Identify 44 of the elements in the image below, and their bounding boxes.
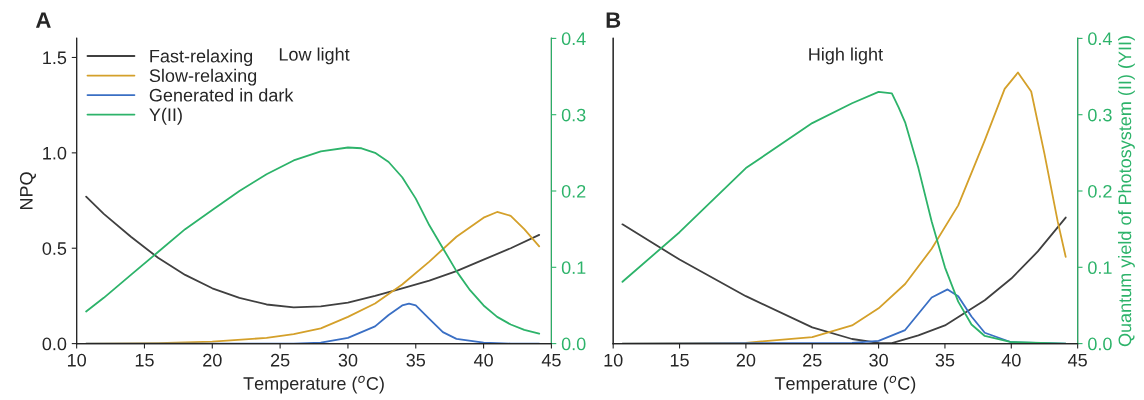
chart-title: Low light	[279, 47, 350, 65]
x-tick-label: 40	[1001, 353, 1021, 367]
x-tick-label: 30	[338, 353, 358, 367]
y2-tick-label: 0.2	[1088, 184, 1112, 198]
text: A	[35, 12, 51, 28]
x-tick-label: 15	[670, 353, 689, 367]
y-tick-label: 0.0	[42, 337, 67, 351]
legend-label: Fast-relaxing	[150, 49, 253, 67]
y2-tick-label: 0.0	[561, 337, 586, 351]
x-tick-label: 20	[736, 353, 756, 367]
x-axis-title: Temperature ($^{o}$C)	[243, 375, 384, 394]
x-tick-label: 45	[541, 353, 561, 367]
y2-tick-label: 0.3	[1088, 108, 1112, 122]
y-axis-title: NPQ	[19, 172, 36, 210]
y2-axis-title: Quantum yield of Photosystem (II) (YII)	[1118, 36, 1135, 347]
y2-tick-label: 0.1	[1088, 261, 1112, 275]
line-series	[85, 146, 541, 335]
x-tick-label: 25	[270, 353, 290, 367]
x-tick-label: 25	[803, 353, 822, 367]
y2-tick-label: 0.0	[1088, 337, 1112, 351]
x-tick-label: 10	[604, 353, 623, 367]
x-tick-label: 40	[473, 353, 493, 367]
line-series	[85, 195, 541, 309]
y2-tick-label: 0.1	[561, 261, 586, 275]
legend-label: Generated in dark	[149, 88, 294, 102]
x-tick-label: 20	[203, 353, 222, 367]
text: B	[606, 12, 621, 28]
x-tick-label: 15	[135, 353, 154, 367]
x-tick-label: 35	[406, 353, 426, 367]
x-tick-label: 35	[935, 353, 955, 367]
y-tick-label: 1.5	[43, 51, 67, 65]
y2-tick-label: 0.2	[561, 184, 586, 198]
y-tick-label: 1.0	[43, 146, 67, 160]
y2-tick-label: 0.4	[1088, 32, 1112, 46]
y2-tick-label: 0.4	[561, 32, 586, 46]
chart-title: High light	[809, 47, 883, 65]
x-tick-label: 10	[67, 353, 86, 367]
x-axis-title: Temperature ($^{o}$C)	[774, 375, 916, 394]
y2-tick-label: 0.3	[561, 108, 586, 122]
legend-label: Y(II)	[149, 107, 182, 125]
y-tick-label: 0.5	[42, 242, 67, 255]
legend-label: Slow-relaxing	[149, 68, 257, 86]
x-tick-label: 30	[869, 353, 888, 367]
x-tick-label: 45	[1068, 353, 1087, 367]
